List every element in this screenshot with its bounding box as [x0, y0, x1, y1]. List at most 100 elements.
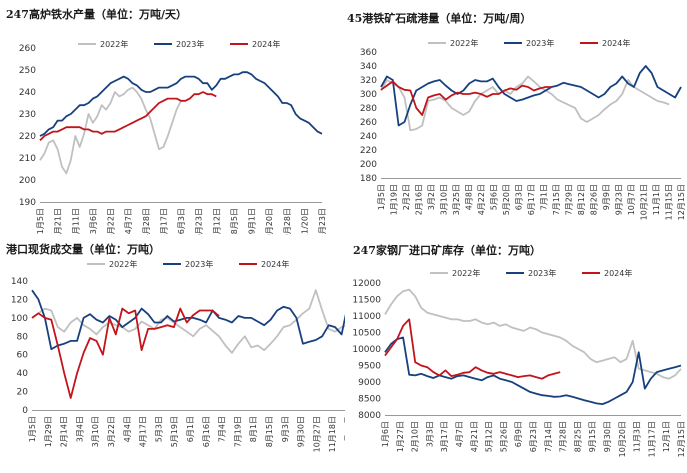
x-tick-label: 5月17日: [159, 208, 168, 235]
x-tick-label: 5月12日: [485, 421, 494, 452]
legend-label: 2023年: [185, 259, 213, 269]
chart-svg: 0 20 40 60 80 100 120 140 1月5日 1月29日 2月14日 3月4日 3月10…: [11, 259, 353, 452]
chart-title: 247高炉铁水产量（单位：万吨/天）: [6, 8, 187, 21]
x-tick-label: 10月28日: [283, 208, 292, 235]
y-tick-label: 100: [11, 314, 28, 324]
legend-label: 2023年: [526, 38, 554, 48]
chart-panel-hot-metal: 247高炉铁水产量（单位：万吨/天） 190 200 210 220 230 240 250…: [0, 0, 340, 244]
x-tick-label: 3月10日: [91, 416, 100, 447]
y-tick-label: 9000: [358, 378, 381, 388]
legend-label: 2023年: [176, 39, 204, 49]
x-tick-label: 5月6日: [490, 184, 499, 210]
series-line-2022年: [39, 86, 182, 175]
x-tick-label: 2月2日: [402, 184, 411, 210]
legend-label: 2024年: [604, 268, 632, 278]
chart-panel-spot-trade: 港口现货成交量（单位：万吨） 0 20 40 60 80 100 120 140 1月5日 1月2…: [0, 235, 353, 469]
y-tick-label: 8000: [358, 411, 381, 421]
x-tick-label: 9月30日: [603, 421, 612, 452]
x-tick-label: 11月1日: [652, 184, 661, 215]
x-tick-label: 10月27日: [312, 416, 321, 452]
y-tick-label: 210: [19, 154, 36, 164]
y-tick-label: 9500: [358, 362, 381, 372]
y-tick-label: 200: [360, 160, 377, 170]
series-line-2022年: [31, 289, 349, 354]
x-tick-label: 2月16日: [415, 184, 424, 215]
x-tick-label: 7月29日: [565, 184, 574, 215]
y-tick-label: 0: [22, 406, 28, 416]
x-tick-label: 4月4日: [123, 416, 132, 442]
x-tick-label: 8月15日: [265, 416, 274, 447]
y-tick-label: 300: [360, 90, 377, 100]
x-tick-label: 9月15日: [588, 421, 597, 452]
legend-label: 2022年: [109, 259, 137, 269]
y-tick-label: 11000: [352, 312, 381, 322]
y-tick-label: 280: [360, 104, 377, 114]
x-tick-label: 6月23日: [529, 421, 538, 452]
x-tick-label: 9月30日: [297, 416, 306, 447]
x-tick-label: 9月3日: [281, 416, 290, 442]
x-tick-label: 7月15日: [552, 184, 561, 215]
x-tick-label: 1月19日: [390, 184, 399, 215]
x-tick-label: 10月20日: [618, 421, 627, 457]
y-tick-label: 220: [360, 146, 377, 156]
x-tick-label: 5月3日: [154, 416, 163, 442]
legend-label: 2022年: [450, 38, 478, 48]
x-tick-label: 8月25日: [573, 421, 582, 452]
x-tick-label: 6月1日: [186, 416, 195, 442]
x-tick-label: 6月16日: [202, 416, 211, 447]
x-tick-label: 4月17日: [139, 416, 148, 447]
x-tick-label: 3月25日: [452, 184, 461, 215]
series-line-2023年: [384, 336, 682, 406]
x-tick-label: 1月5日: [28, 416, 37, 442]
x-tick-label: 6月9日: [514, 421, 523, 447]
y-tick-label: 140: [11, 277, 28, 287]
y-tick-label: 320: [360, 76, 377, 86]
y-tick-label: 200: [19, 176, 36, 186]
legend-label: 2023年: [528, 268, 556, 278]
y-tick-label: 12000: [352, 279, 381, 289]
x-tick-label: 8月26日: [590, 184, 599, 215]
y-tick-label: 240: [360, 132, 377, 142]
y-tick-label: 260: [19, 44, 36, 54]
x-tick-label: 1月5日: [36, 208, 45, 234]
x-tick-label: 6月23日: [195, 208, 204, 235]
y-tick-label: 190: [19, 198, 36, 208]
chart-panel-port-clearance: 45港铁矿石疏港量（单位：万吨/周） 180 200 220 240 260 280 300…: [343, 0, 687, 235]
y-tick-label: 40: [17, 369, 29, 379]
x-tick-label: 9月9日: [602, 184, 611, 210]
y-tick-label: 360: [360, 48, 377, 58]
x-tick-label: 8月5日: [230, 208, 239, 234]
x-tick-label: 12月15日: [677, 184, 686, 220]
x-tick-label: 8月1日: [249, 416, 258, 442]
series-line-2024年: [31, 307, 220, 399]
x-tick-label: 11/20日: [300, 208, 309, 235]
series-line-2024年: [380, 80, 552, 116]
x-tick-label: 3月6日: [89, 208, 98, 234]
y-tick-label: 120: [11, 295, 28, 305]
x-tick-label: 12月23日: [318, 208, 327, 235]
chart-svg: 8000 8500 9000 9500 10000 10500 11000 11500 1200…: [352, 268, 686, 457]
y-tick-label: 220: [19, 132, 36, 142]
x-tick-label: 10月7日: [627, 184, 636, 215]
legend-label: 2022年: [100, 39, 128, 49]
y-tick-label: 250: [19, 66, 36, 76]
y-tick-label: 20: [17, 388, 29, 398]
x-tick-label: 2月14日: [60, 416, 69, 447]
x-tick-label: 7月1日: [540, 184, 549, 210]
y-tick-label: 80: [17, 332, 29, 342]
x-tick-label: 1月6日: [381, 421, 390, 447]
x-tick-label: 4月7日: [124, 208, 133, 234]
x-tick-label: 8月12日: [577, 184, 586, 215]
x-tick-label: 10月21日: [640, 184, 649, 220]
x-tick-label: 7月19日: [233, 416, 242, 447]
x-tick-label: 12月1日: [662, 421, 671, 452]
x-tick-label: 11月17日: [647, 421, 656, 457]
x-tick-label: 1月21日: [54, 208, 63, 235]
x-tick-label: 7月14日: [544, 421, 553, 452]
x-tick-label: 7月4日: [218, 416, 227, 442]
x-tick-label: 3月10日: [440, 184, 449, 215]
chart-panel-steel-mill-stock: 247家钢厂进口矿库存（单位：万吨） 8000 8500 9000 9500 10000…: [343, 235, 687, 469]
x-tick-label: 4月21日: [470, 421, 479, 452]
x-tick-label: 3月3日: [425, 421, 434, 447]
